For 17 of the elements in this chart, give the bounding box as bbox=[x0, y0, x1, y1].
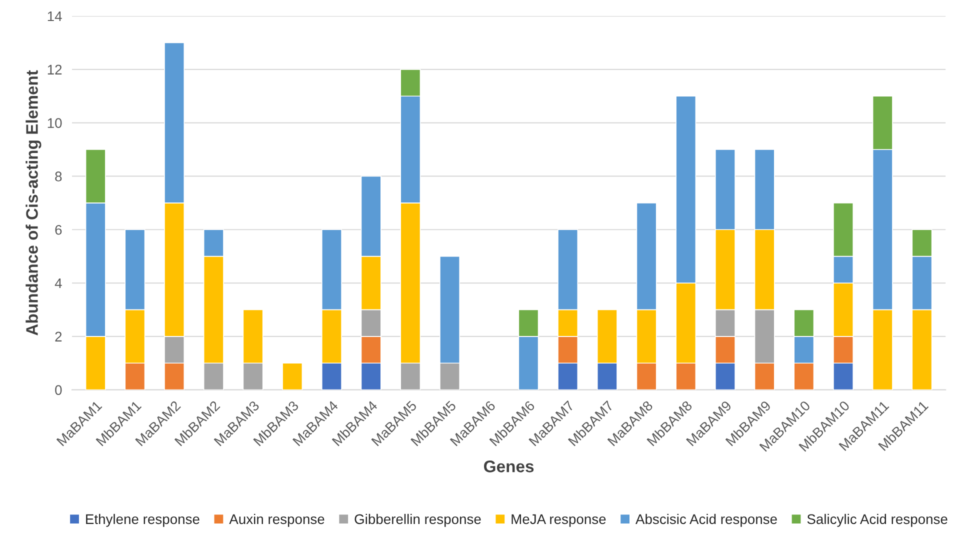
bar bbox=[282, 362, 303, 390]
legend-label: Ethylene response bbox=[86, 514, 200, 527]
y-tick-label: 6 bbox=[55, 224, 62, 235]
y-tick-label: 0 bbox=[55, 385, 62, 395]
x-axis-title: Genes bbox=[484, 460, 534, 472]
y-tick-label: 14 bbox=[48, 11, 62, 22]
legend-label: Auxin response bbox=[229, 514, 324, 527]
legend-label: Abscisic Acid response bbox=[636, 514, 777, 527]
y-tick-label: 12 bbox=[48, 64, 62, 74]
y-axis-title: Abundance of Cis-acting Element bbox=[26, 70, 42, 336]
y-tick-label: 10 bbox=[48, 118, 62, 128]
y-tick-label: 2 bbox=[55, 332, 62, 342]
y-tick-label: 4 bbox=[54, 278, 62, 288]
legend-label: Salicylic Acid response bbox=[807, 514, 948, 527]
y-tick-label: 8 bbox=[55, 172, 62, 182]
legend-label: MeJA response bbox=[512, 514, 606, 527]
legend-label: Gibberellin response bbox=[354, 514, 481, 527]
